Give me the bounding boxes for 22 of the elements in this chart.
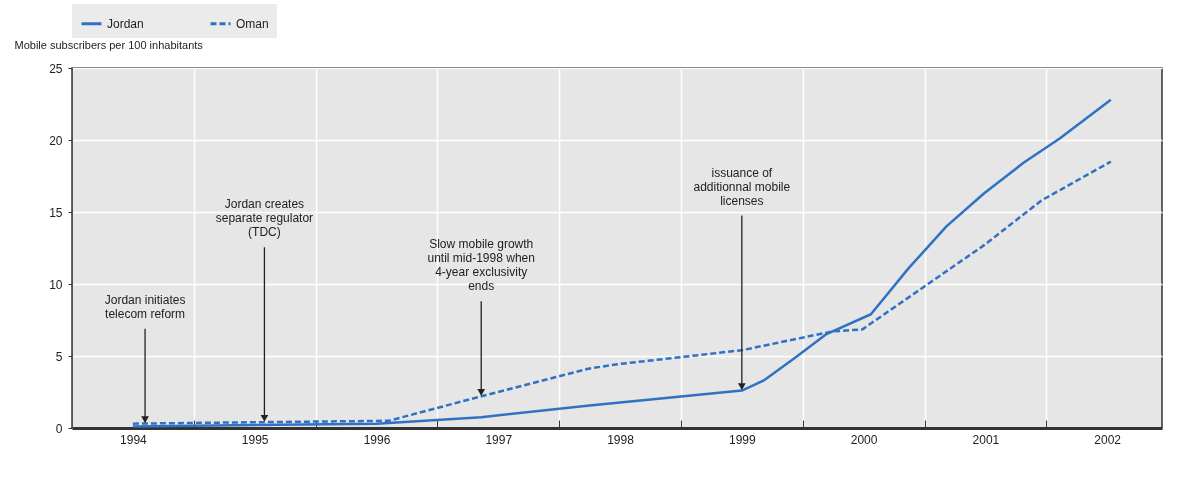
legend-label: Jordan bbox=[107, 16, 144, 31]
x-tick-label: 1994 bbox=[120, 432, 148, 447]
y-tick-label: 15 bbox=[49, 205, 63, 220]
x-tick-label: 1999 bbox=[728, 432, 756, 447]
y-tick-label: 5 bbox=[55, 349, 63, 364]
x-tick-label: 1995 bbox=[241, 432, 269, 447]
y-axis-title: Mobile subscribers per 100 inhabitants bbox=[14, 38, 204, 51]
x-tick-label: 2001 bbox=[972, 432, 1000, 447]
y-tick-label: 20 bbox=[49, 133, 63, 148]
annotation: issuance of additionnal mobile licenses bbox=[693, 165, 791, 208]
annotation: Slow mobile growth until mid-1998 when 4-year exclusivity ends bbox=[427, 237, 535, 294]
y-tick-label: 10 bbox=[49, 277, 63, 292]
x-tick-label: 1996 bbox=[363, 432, 391, 447]
x-tick-label: 2000 bbox=[850, 432, 878, 447]
y-tick-label: 0 bbox=[55, 421, 63, 436]
annotation: Jordan creates separate regulator (TDC) bbox=[215, 197, 314, 240]
x-tick-label: 1998 bbox=[607, 432, 635, 447]
legend-label: Oman bbox=[236, 16, 269, 31]
x-tick-label: 1997 bbox=[485, 432, 513, 447]
x-tick-label: 2002 bbox=[1094, 432, 1122, 447]
annotation: Jordan initiates telecom reform bbox=[104, 292, 186, 321]
y-tick-label: 25 bbox=[49, 61, 63, 76]
